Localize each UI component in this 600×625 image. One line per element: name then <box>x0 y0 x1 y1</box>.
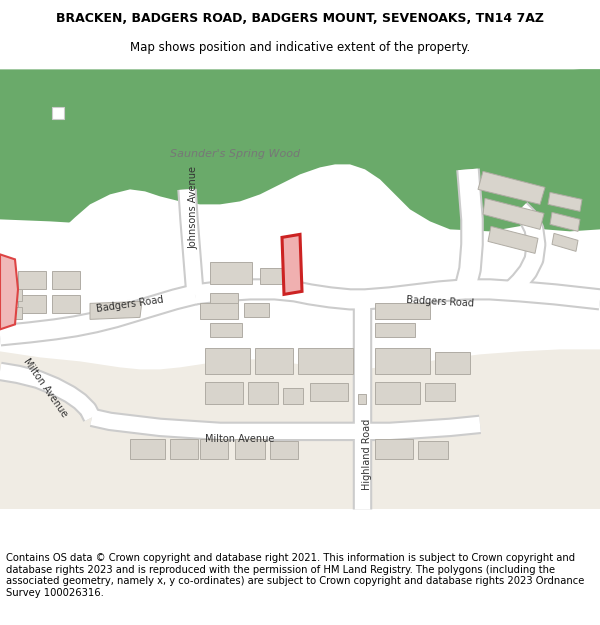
Polygon shape <box>488 226 538 253</box>
Bar <box>270 441 298 459</box>
Bar <box>210 323 242 338</box>
Bar <box>200 303 238 319</box>
Text: Map shows position and indicative extent of the property.: Map shows position and indicative extent… <box>130 41 470 54</box>
Polygon shape <box>90 301 142 319</box>
Bar <box>6 289 22 301</box>
Polygon shape <box>478 171 545 204</box>
Text: Saunder's Spring Wood: Saunder's Spring Wood <box>170 149 300 159</box>
Bar <box>375 348 430 374</box>
Bar <box>425 383 455 401</box>
Bar <box>310 383 348 401</box>
Polygon shape <box>552 233 578 251</box>
Bar <box>260 268 288 284</box>
Bar <box>18 296 46 313</box>
Bar <box>358 394 366 404</box>
Bar <box>283 388 303 404</box>
Text: Contains OS data © Crown copyright and database right 2021. This information is : Contains OS data © Crown copyright and d… <box>6 553 584 598</box>
Bar <box>6 308 22 319</box>
Bar <box>375 382 420 404</box>
Text: Johnsons Avenue: Johnsons Avenue <box>188 166 198 249</box>
Bar <box>205 348 250 374</box>
Text: Badgers Road: Badgers Road <box>406 294 474 308</box>
Bar <box>375 323 415 338</box>
Bar <box>170 439 198 459</box>
Bar <box>435 352 470 374</box>
Bar <box>18 271 46 289</box>
Bar <box>244 303 269 318</box>
Bar <box>52 271 80 289</box>
Bar <box>298 348 353 374</box>
Polygon shape <box>0 254 18 329</box>
Polygon shape <box>282 234 302 294</box>
Bar <box>210 293 238 309</box>
Bar <box>130 439 165 459</box>
Bar <box>52 107 64 119</box>
Text: Badgers Road: Badgers Road <box>96 295 164 314</box>
Bar <box>375 303 430 319</box>
Bar <box>205 382 243 404</box>
Bar <box>255 348 293 374</box>
Polygon shape <box>0 219 600 369</box>
Text: BRACKEN, BADGERS ROAD, BADGERS MOUNT, SEVENOAKS, TN14 7AZ: BRACKEN, BADGERS ROAD, BADGERS MOUNT, SE… <box>56 12 544 25</box>
Polygon shape <box>483 198 544 229</box>
Bar <box>210 262 252 284</box>
Text: Highland Road: Highland Road <box>362 419 372 490</box>
Bar <box>248 382 278 404</box>
Polygon shape <box>550 213 580 231</box>
Polygon shape <box>0 69 600 259</box>
Polygon shape <box>0 349 600 509</box>
Bar <box>52 296 80 313</box>
Bar <box>235 439 265 459</box>
Polygon shape <box>470 69 600 231</box>
Text: Milton Avenue: Milton Avenue <box>205 434 275 444</box>
Bar <box>375 439 413 459</box>
Bar <box>418 441 448 459</box>
Text: Milton Avenue: Milton Avenue <box>21 356 69 419</box>
Polygon shape <box>548 192 582 211</box>
Bar <box>200 439 228 459</box>
